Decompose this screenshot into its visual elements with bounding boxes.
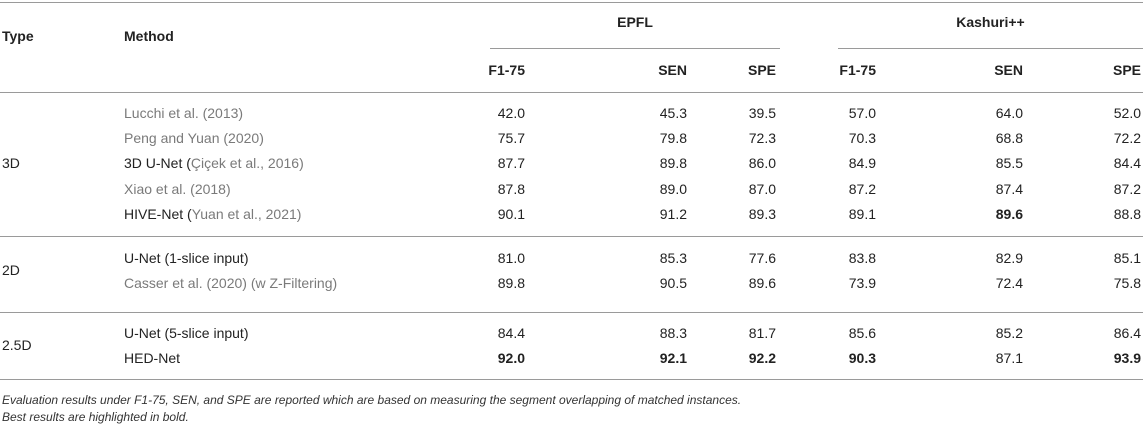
value-cell: 81.7 — [748, 325, 776, 341]
column-header-kashuri-f1-75: F1-75 — [839, 62, 876, 78]
value-cell: 89.8 — [497, 275, 525, 291]
method-reference: Lucchi et al. (2013) — [124, 105, 244, 121]
value-cell: 86.0 — [748, 155, 776, 171]
value-cell: 89.1 — [848, 206, 876, 222]
value-cell: 93.9 — [1113, 350, 1141, 366]
header-type: Type — [2, 28, 34, 44]
column-header-kashuri-sen: SEN — [994, 62, 1023, 78]
method-cell: Peng and Yuan (2020) — [124, 130, 264, 146]
method-reference: Çiçek et al., 2016) — [190, 155, 304, 171]
value-cell: 84.9 — [848, 155, 876, 171]
value-cell: 77.6 — [748, 250, 776, 266]
value-cell: 39.5 — [748, 105, 776, 121]
epfl-group-rule — [490, 48, 780, 49]
value-cell: 85.1 — [1113, 250, 1141, 266]
value-cell: 72.4 — [995, 275, 1023, 291]
header-bottom-rule — [0, 92, 1143, 93]
value-cell: 84.4 — [1113, 155, 1141, 171]
value-cell: 75.8 — [1113, 275, 1141, 291]
value-cell: 64.0 — [995, 105, 1023, 121]
value-cell: 70.3 — [848, 130, 876, 146]
column-header-kashuri-spe: SPE — [1112, 62, 1141, 78]
value-cell: 75.7 — [497, 130, 525, 146]
method-cell: Lucchi et al. (2013) — [124, 105, 243, 121]
header-kashuri: Kashuri++ — [956, 14, 1025, 30]
value-cell: 92.2 — [748, 350, 776, 366]
value-cell: 81.0 — [497, 250, 525, 266]
value-cell: 85.3 — [659, 250, 687, 266]
column-header-epfl-sen: SEN — [658, 62, 687, 78]
value-cell: 79.8 — [659, 130, 687, 146]
value-cell: 90.1 — [497, 206, 525, 222]
column-header-epfl-spe: SPE — [747, 62, 776, 78]
value-cell: 73.9 — [848, 275, 876, 291]
method-cell: Casser et al. (2020) (w Z-Filtering) — [124, 275, 337, 291]
value-cell: 42.0 — [497, 105, 525, 121]
value-cell: 90.3 — [848, 350, 876, 366]
method-reference: Peng and Yuan (2020) — [124, 130, 264, 146]
footnote-1: Evaluation results under F1-75, SEN, and… — [2, 393, 742, 407]
value-cell: 87.1 — [995, 350, 1023, 366]
footnote-2: Best results are highlighted in bold. — [2, 410, 189, 424]
type-label: 2.5D — [2, 337, 32, 353]
method-cell: 3D U-Net (Çiçek et al., 2016) — [124, 155, 304, 171]
type-label: 2D — [2, 262, 20, 278]
value-cell: 85.2 — [995, 325, 1023, 341]
method-cell: HIVE-Net (Yuan et al., 2021) — [124, 206, 301, 222]
value-cell: 68.8 — [995, 130, 1023, 146]
value-cell: 87.0 — [748, 181, 776, 197]
method-name: 3D U-Net ( — [124, 155, 191, 171]
method-cell: HED-Net — [124, 350, 180, 366]
value-cell: 87.2 — [848, 181, 876, 197]
method-reference: Yuan et al., 2021) — [191, 206, 302, 222]
value-cell: 92.0 — [497, 350, 525, 366]
value-cell: 45.3 — [659, 105, 687, 121]
type-label: 3D — [2, 155, 20, 171]
value-cell: 72.2 — [1113, 130, 1141, 146]
value-cell: 52.0 — [1113, 105, 1141, 121]
header-method: Method — [124, 28, 174, 44]
value-cell: 88.8 — [1113, 206, 1141, 222]
table-top-rule — [0, 2, 1143, 3]
method-name: HIVE-Net ( — [124, 206, 192, 222]
value-cell: 72.3 — [748, 130, 776, 146]
column-header-epfl-f1-75: F1-75 — [488, 62, 525, 78]
value-cell: 87.4 — [995, 181, 1023, 197]
header-epfl: EPFL — [617, 14, 653, 30]
method-reference: Xiao et al. (2018) — [124, 181, 231, 197]
value-cell: 91.2 — [659, 206, 687, 222]
value-cell: 83.8 — [848, 250, 876, 266]
value-cell: 90.5 — [659, 275, 687, 291]
method-cell: U-Net (1-slice input) — [124, 250, 248, 266]
value-cell: 89.6 — [748, 275, 776, 291]
method-name: U-Net (5-slice input) — [124, 325, 249, 341]
kashuri-group-rule — [838, 48, 1143, 49]
table-bottom-rule — [0, 379, 1143, 380]
method-name: U-Net (1-slice input) — [124, 250, 249, 266]
value-cell: 88.3 — [659, 325, 687, 341]
value-cell: 89.3 — [748, 206, 776, 222]
method-name: HED-Net — [124, 350, 181, 366]
value-cell: 82.9 — [995, 250, 1023, 266]
method-cell: U-Net (5-slice input) — [124, 325, 248, 341]
group-rule-2d — [0, 312, 1143, 313]
value-cell: 89.0 — [659, 181, 687, 197]
group-rule-3d — [0, 236, 1143, 237]
value-cell: 87.2 — [1113, 181, 1141, 197]
method-cell: Xiao et al. (2018) — [124, 181, 231, 197]
value-cell: 87.8 — [497, 181, 525, 197]
value-cell: 89.8 — [659, 155, 687, 171]
value-cell: 92.1 — [659, 350, 687, 366]
value-cell: 87.7 — [497, 155, 525, 171]
value-cell: 86.4 — [1113, 325, 1141, 341]
value-cell: 85.6 — [848, 325, 876, 341]
value-cell: 85.5 — [995, 155, 1023, 171]
value-cell: 89.6 — [995, 206, 1023, 222]
value-cell: 84.4 — [497, 325, 525, 341]
value-cell: 57.0 — [848, 105, 876, 121]
method-reference: Casser et al. (2020) (w Z-Filtering) — [124, 275, 338, 291]
